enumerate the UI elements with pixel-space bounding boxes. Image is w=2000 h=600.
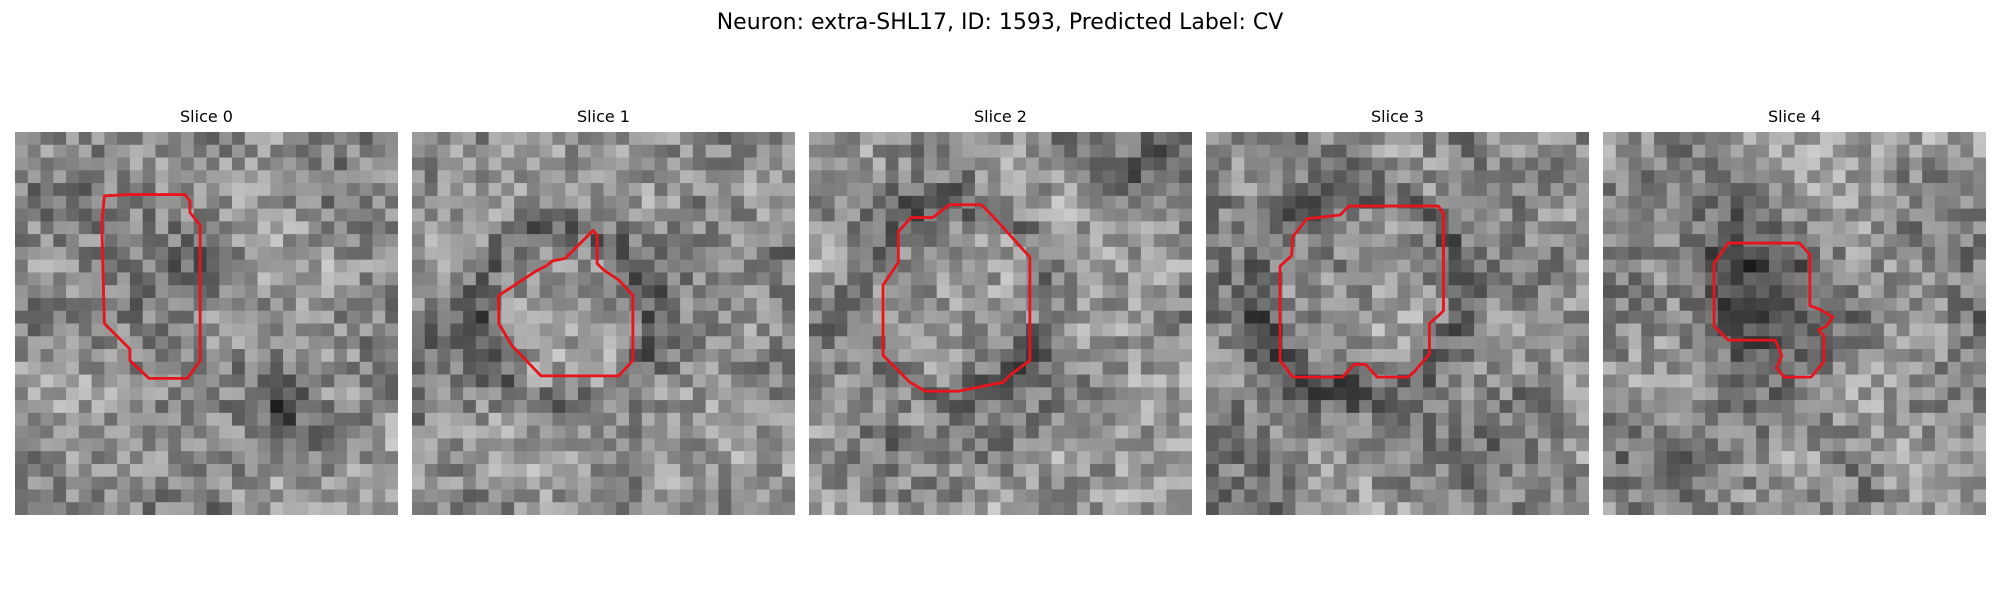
slice-panel-0: Slice 0 [15, 104, 398, 515]
slice-panel-4: Slice 4 [1603, 104, 1986, 515]
slice-image-1 [412, 132, 795, 515]
pixel-grid [1206, 132, 1589, 515]
pixel-grid [15, 132, 398, 515]
slice-panel-2: Slice 2 [809, 104, 1192, 515]
pixel-grid [1603, 132, 1986, 515]
slice-panel-1: Slice 1 [412, 104, 795, 515]
slice-title-0: Slice 0 [15, 104, 398, 130]
slice-image-4 [1603, 132, 1986, 515]
slice-panel-3: Slice 3 [1206, 104, 1589, 515]
slice-title-4: Slice 4 [1603, 104, 1986, 130]
pixel-grid [412, 132, 795, 515]
slice-image-0 [15, 132, 398, 515]
slice-title-1: Slice 1 [412, 104, 795, 130]
slice-image-3 [1206, 132, 1589, 515]
pixel-grid [809, 132, 1192, 515]
figure-title: Neuron: extra-SHL17, ID: 1593, Predicted… [0, 6, 2000, 40]
slice-title-2: Slice 2 [809, 104, 1192, 130]
slice-title-3: Slice 3 [1206, 104, 1589, 130]
slice-image-2 [809, 132, 1192, 515]
